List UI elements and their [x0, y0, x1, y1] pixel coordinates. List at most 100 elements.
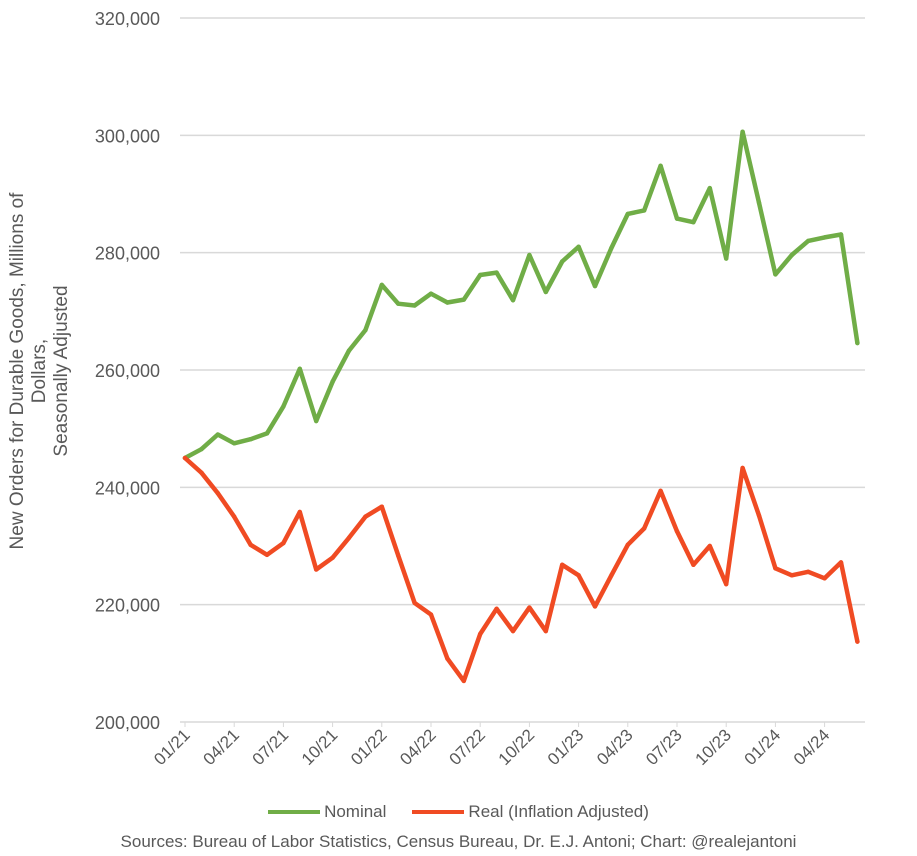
data-point-real	[215, 491, 220, 496]
data-point-nominal	[756, 200, 762, 205]
data-point-real	[281, 540, 286, 546]
data-point-nominal	[806, 238, 811, 244]
x-tick-label: 07/22	[446, 725, 490, 769]
data-point-real	[330, 555, 335, 560]
data-point-nominal	[838, 232, 844, 237]
data-point-nominal	[592, 283, 598, 289]
data-point-real	[658, 488, 663, 494]
data-point-real	[363, 514, 368, 519]
data-point-nominal	[445, 300, 450, 305]
data-point-real	[346, 535, 352, 540]
data-point-nominal	[346, 348, 352, 353]
data-point-real	[412, 600, 417, 606]
data-point-real	[494, 606, 499, 611]
data-point-real	[855, 639, 860, 644]
series-line-real	[182, 455, 860, 684]
data-point-nominal	[199, 447, 204, 452]
data-point-real	[756, 513, 762, 518]
data-point-nominal	[543, 289, 548, 295]
data-point-nominal	[724, 256, 729, 261]
source-note: Sources: Bureau of Labor Statistics, Cen…	[120, 832, 797, 851]
data-point-nominal	[625, 211, 630, 217]
legend-item-real: Real (Inflation Adjusted)	[412, 802, 649, 822]
data-point-nominal	[396, 301, 401, 306]
data-point-nominal	[658, 163, 663, 169]
data-point-nominal	[789, 252, 794, 258]
x-tick-label: 04/21	[200, 725, 244, 769]
data-point-nominal	[215, 432, 220, 437]
data-point-nominal	[527, 252, 532, 258]
data-point-real	[543, 628, 548, 634]
y-tick-label: 200,000	[95, 713, 160, 733]
y-tick-label: 320,000	[95, 9, 160, 29]
y-tick-label: 280,000	[95, 244, 160, 264]
data-point-real	[724, 581, 729, 587]
y-tick-label: 220,000	[95, 596, 160, 616]
data-point-real	[838, 560, 844, 565]
data-point-nominal	[232, 441, 237, 446]
x-tick-label: 10/22	[495, 725, 539, 769]
data-point-nominal	[855, 340, 860, 346]
y-tick-label: 240,000	[95, 478, 160, 498]
y-tick-label: 260,000	[95, 361, 160, 381]
data-point-real	[182, 455, 188, 461]
data-point-real	[428, 612, 434, 617]
data-point-real	[789, 573, 794, 578]
x-tick-label: 07/23	[642, 725, 686, 769]
data-point-nominal	[363, 327, 368, 333]
data-point-nominal	[707, 185, 712, 191]
x-tick-label: 04/23	[593, 725, 637, 769]
data-point-real	[592, 604, 598, 609]
data-point-nominal	[264, 431, 270, 436]
data-point-real	[264, 552, 270, 557]
data-point-real	[314, 567, 319, 572]
data-point-nominal	[379, 282, 384, 288]
data-point-nominal	[822, 235, 827, 240]
data-point-nominal	[609, 245, 614, 251]
data-point-real	[674, 529, 680, 534]
data-point-nominal	[412, 303, 417, 308]
data-point-nominal	[461, 297, 466, 302]
data-point-nominal	[494, 270, 499, 275]
x-tick-label: 04/22	[396, 725, 440, 769]
data-point-real	[691, 562, 696, 567]
legend-label-nominal: Nominal	[324, 802, 387, 821]
data-point-real	[527, 605, 532, 610]
x-tick-label: 10/23	[692, 725, 736, 769]
data-point-real	[576, 573, 581, 578]
y-axis-title-line-2: Seasonally Adjusted	[51, 285, 72, 457]
legend-item-nominal: Nominal	[268, 802, 386, 822]
series-line-nominal	[182, 129, 860, 461]
data-point-nominal	[773, 272, 778, 277]
data-point-nominal	[297, 366, 302, 372]
data-point-nominal	[691, 219, 696, 225]
legend-swatch-real	[412, 810, 465, 814]
x-tick-label: 07/21	[249, 725, 293, 769]
data-point-nominal	[478, 272, 483, 278]
data-point-real	[806, 569, 811, 575]
data-point-nominal	[330, 379, 335, 384]
data-point-real	[560, 562, 565, 567]
data-point-real	[232, 514, 237, 519]
data-point-real	[461, 678, 466, 684]
y-tick-label: 300,000	[95, 126, 160, 146]
data-point-real	[773, 566, 778, 571]
data-point-real	[379, 504, 384, 509]
data-point-real	[707, 543, 712, 549]
data-point-real	[642, 526, 647, 531]
x-tick-label: 04/24	[790, 725, 834, 769]
data-point-real	[248, 542, 253, 548]
data-point-nominal	[248, 437, 253, 442]
data-point-nominal	[510, 297, 516, 303]
data-point-real	[625, 542, 630, 548]
data-point-nominal	[576, 244, 581, 249]
data-point-real	[510, 628, 516, 634]
legend-swatch-nominal	[268, 810, 321, 814]
data-point-real	[445, 656, 450, 661]
data-point-nominal	[674, 216, 680, 221]
data-point-real	[199, 470, 204, 475]
data-point-real	[297, 509, 302, 515]
data-point-nominal	[740, 129, 745, 135]
data-point-nominal	[281, 404, 286, 409]
